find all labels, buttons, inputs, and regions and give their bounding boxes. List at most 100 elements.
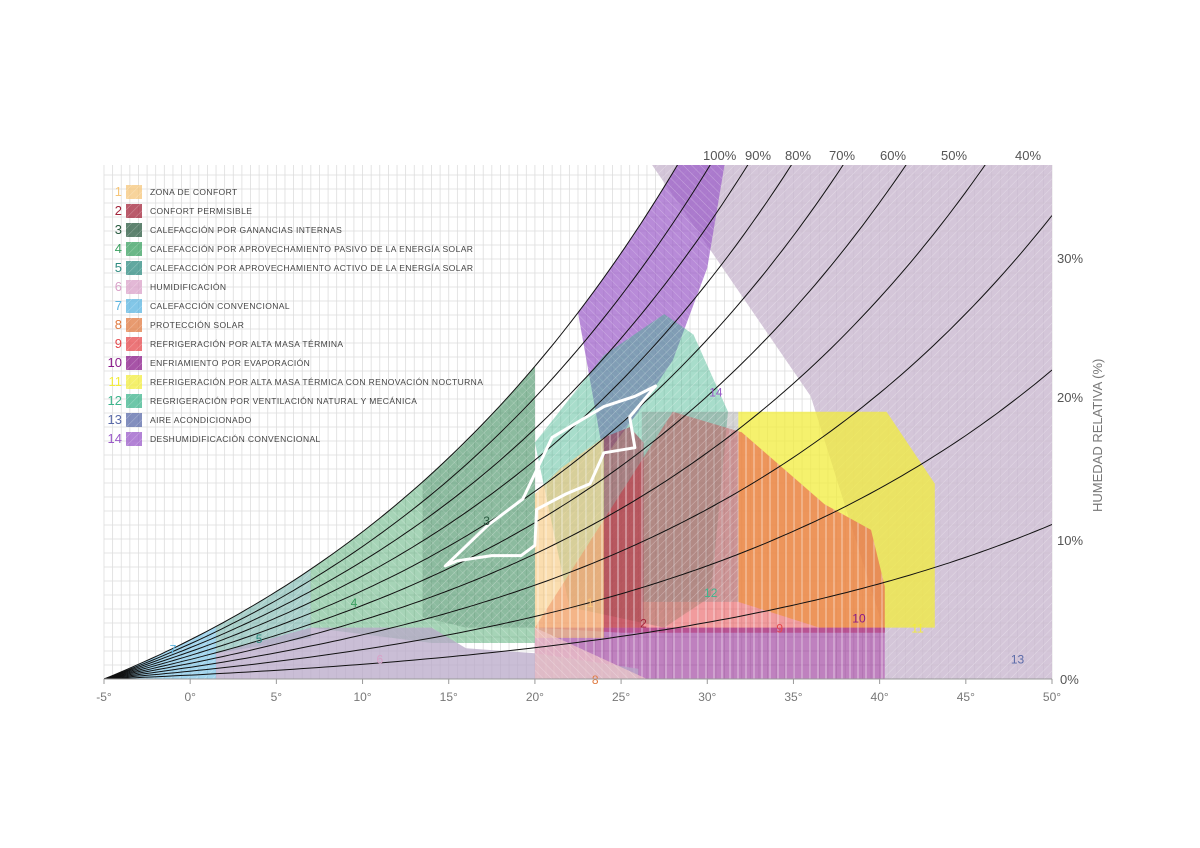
- legend-number: 12: [108, 393, 122, 408]
- rh-right-labels: 30% 20% 10% 0%: [1057, 251, 1083, 687]
- rh-right-label: 0%: [1060, 672, 1079, 687]
- legend-item: 11 REFRIGERACIÓN POR ALTA MASA TÉRMICA CO…: [109, 374, 483, 389]
- legend-item: 12 REGRIGERACIÓN POR VENTILACIÓN NATURAL …: [108, 393, 417, 408]
- zone-label-7: 7: [170, 642, 177, 656]
- legend-number: 9: [115, 336, 122, 351]
- legend-swatch-hatch: [126, 299, 142, 313]
- legend-number: 6: [115, 279, 122, 294]
- legend: 1 ZONA DE CONFORT 2 CONFORT PERMISIBLE 3 CALE…: [108, 184, 483, 446]
- legend-swatch-hatch: [126, 223, 142, 237]
- legend-label: HUMIDIFICACIÓN: [150, 282, 226, 292]
- legend-item: 14 DESHUMIDIFICACIÓN CONVENCIONAL: [108, 431, 321, 446]
- legend-swatch-hatch: [126, 318, 142, 332]
- legend-number: 10: [108, 355, 122, 370]
- legend-label: ZONA DE CONFORT: [150, 187, 238, 197]
- legend-label: REGRIGERACIÓN POR VENTILACIÓN NATURAL Y …: [150, 396, 417, 406]
- legend-swatch-hatch: [126, 432, 142, 446]
- legend-swatch-hatch: [126, 280, 142, 294]
- legend-label: REFRIGERACIÓN POR ALTA MASA TÉRMICA CON …: [150, 377, 483, 387]
- zone-label-9: 9: [776, 622, 783, 636]
- zone-label-11: 11: [911, 622, 924, 636]
- zone-6-humidificacion: [216, 627, 639, 679]
- legend-swatch-hatch: [126, 242, 142, 256]
- x-tick-label: 50°: [1043, 690, 1061, 704]
- legend-number: 7: [115, 298, 122, 313]
- rh-curve-30: [104, 215, 1052, 679]
- x-tick-label: 0°: [184, 690, 196, 704]
- zone-label-10: 10: [852, 611, 866, 625]
- zone-2-confort-permisible-hatch: [603, 427, 644, 628]
- zone-label-1: 1: [587, 596, 594, 610]
- zone-label-4: 4: [351, 596, 358, 610]
- climate-polygon: [443, 384, 658, 568]
- legend-number: 2: [115, 203, 122, 218]
- rh-top-label: 80%: [785, 148, 811, 163]
- climate-data-polygon: [443, 384, 658, 568]
- zone-label-13: 13: [1011, 653, 1025, 667]
- zone-1-confort-hatch: [534, 437, 604, 638]
- zone-label-12: 12: [704, 586, 718, 600]
- x-tick-label: 10°: [353, 690, 371, 704]
- rh-curve-50: [104, 165, 907, 679]
- rh-top-label: 60%: [880, 148, 906, 163]
- zone-3-ganancias-internas-hatch: [422, 366, 535, 628]
- legend-number: 8: [115, 317, 122, 332]
- zone-label-2: 2: [640, 617, 647, 631]
- legend-number: 1: [115, 184, 122, 199]
- x-tick-label: 20°: [526, 690, 544, 704]
- legend-label: CALEFACCIÓN POR APROVECHAMIENTO ACTIVO D…: [150, 263, 473, 273]
- legend-item: 6 HUMIDIFICACIÓN: [115, 279, 226, 294]
- legend-swatch-hatch: [126, 204, 142, 218]
- rh-curve-90: [104, 165, 711, 679]
- legend-swatch-hatch: [126, 337, 142, 351]
- legend-swatch-hatch: [126, 413, 142, 427]
- legend-item: 13 AIRE ACONDICIONADO: [108, 412, 252, 427]
- rh-curve-20: [104, 369, 1052, 679]
- rh-top-label: 50%: [941, 148, 967, 163]
- legend-item: 8 PROTECCIÓN SOLAR: [115, 317, 244, 332]
- legend-number: 3: [115, 222, 122, 237]
- rh-right-label: 20%: [1057, 390, 1083, 405]
- legend-item: 9 REFRIGERACIÓN POR ALTA MASA TÉRMINA: [115, 336, 343, 351]
- x-tick-label: 40°: [871, 690, 889, 704]
- legend-item: 2 CONFORT PERMISIBLE: [115, 203, 252, 218]
- rh-curve-60: [104, 165, 844, 679]
- zone-13-overlay-hatch: [641, 411, 739, 602]
- rh-curve-100: [104, 165, 678, 679]
- x-tick-label: -5°: [96, 690, 112, 704]
- rh-right-label: 10%: [1057, 533, 1083, 548]
- rh-top-label: 40%: [1015, 148, 1041, 163]
- legend-label: DESHUMIDIFICACIÓN CONVENCIONAL: [150, 434, 321, 444]
- zone-label-3: 3: [483, 514, 490, 528]
- legend-label: CALEFACCIÓN POR GANANCIAS INTERNAS: [150, 225, 342, 235]
- rh-top-label: 100%: [703, 148, 737, 163]
- legend-swatch-hatch: [126, 375, 142, 389]
- legend-label: CALEFACCIÓN POR APROVECHAMIENTO PASIVO D…: [150, 244, 473, 254]
- rh-top-label: 90%: [745, 148, 771, 163]
- rh-top-labels: 100% 90% 80% 70% 60% 50% 40%: [703, 148, 1041, 163]
- zone-8-proteccion-solar-hatch: [534, 627, 647, 679]
- legend-item: 7 CALEFACCIÓN CONVENCIONAL: [115, 298, 290, 313]
- y-axis-label: HUMEDAD RELATIVA (%): [1090, 359, 1105, 512]
- legend-number: 4: [115, 241, 122, 256]
- legend-swatch-hatch: [126, 261, 142, 275]
- legend-swatch-hatch: [126, 394, 142, 408]
- legend-number: 5: [115, 260, 122, 275]
- legend-item: 10 ENFRIAMIENTO POR EVAPORACIÓN: [108, 355, 310, 370]
- x-tick-label: 30°: [698, 690, 716, 704]
- legend-item: 1 ZONA DE CONFORT: [115, 184, 238, 199]
- zone-label-6: 6: [376, 653, 383, 667]
- legend-label: ENFRIAMIENTO POR EVAPORACIÓN: [150, 358, 310, 368]
- zone-10-evaporacion-hatch: [534, 627, 885, 679]
- legend-item: 5 CALEFACCIÓN POR APROVECHAMIENTO ACTIVO …: [115, 260, 473, 275]
- zone-label-8: 8: [592, 673, 599, 687]
- legend-label: CONFORT PERMISIBLE: [150, 206, 252, 216]
- x-tick-label: 5°: [271, 690, 283, 704]
- x-tick-label: 25°: [612, 690, 630, 704]
- legend-label: AIRE ACONDICIONADO: [150, 415, 252, 425]
- rh-right-label: 30%: [1057, 251, 1083, 266]
- x-ticks: -5° 0° 5° 10° 15° 20° 25° 30° 35° 40° 45° 50°: [96, 679, 1061, 704]
- x-tick-label: 15°: [440, 690, 458, 704]
